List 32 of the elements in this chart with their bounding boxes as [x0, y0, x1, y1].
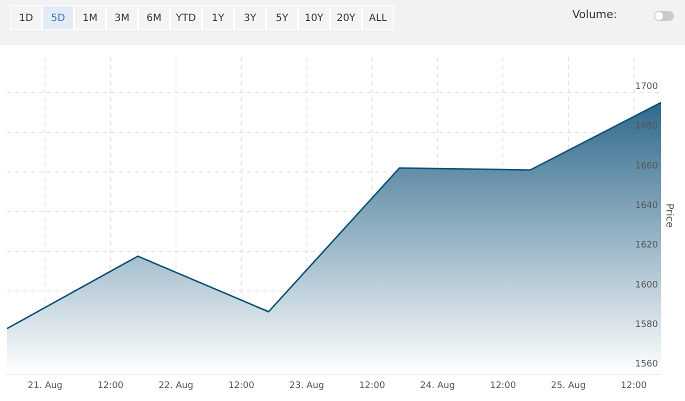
y2-tick-label: 1680 [635, 122, 658, 132]
x-tick-label: 12:00 [490, 380, 516, 391]
text: 3M [106, 5, 138, 30]
text: 1M [74, 5, 106, 30]
x-tick-label: 24. Aug [420, 380, 455, 391]
y2-tick-label: 1660 [635, 161, 658, 172]
y2-tick-label: 1700 [635, 82, 658, 92]
y2-tick-label: 1560 [635, 360, 658, 370]
y2-tick-label: 1640 [635, 200, 658, 211]
x-tick-label: 12:00 [98, 380, 124, 391]
x-tick-label: 25. Aug [550, 380, 586, 391]
text: 20Y [330, 5, 362, 30]
y2-tick-label: 1600 [635, 280, 658, 290]
text: YTD [170, 5, 202, 30]
y2-axis-title: Price [663, 203, 674, 228]
text: Volume: [572, 8, 617, 21]
text: 3Y [234, 5, 266, 30]
text: ALL [362, 5, 394, 30]
x-tick-label: 21. Aug [28, 380, 63, 391]
text: 1Y [202, 5, 234, 30]
y2-tick-label: 1580 [635, 320, 658, 330]
text: 6M [138, 5, 170, 30]
x-tick-label: 12:00 [359, 380, 386, 391]
x-tick-label: 12:00 [620, 380, 647, 391]
x-tick-label: 23. Aug [289, 380, 324, 391]
text: 5Y [266, 5, 298, 30]
x-tick-label: 22. Aug [158, 380, 194, 391]
text: 5D [42, 5, 74, 30]
y2-tick-label: 1620 [635, 240, 658, 251]
text: 1D [10, 5, 42, 30]
x-tick-label: 12:00 [228, 380, 255, 391]
text: 10Y [298, 5, 330, 30]
